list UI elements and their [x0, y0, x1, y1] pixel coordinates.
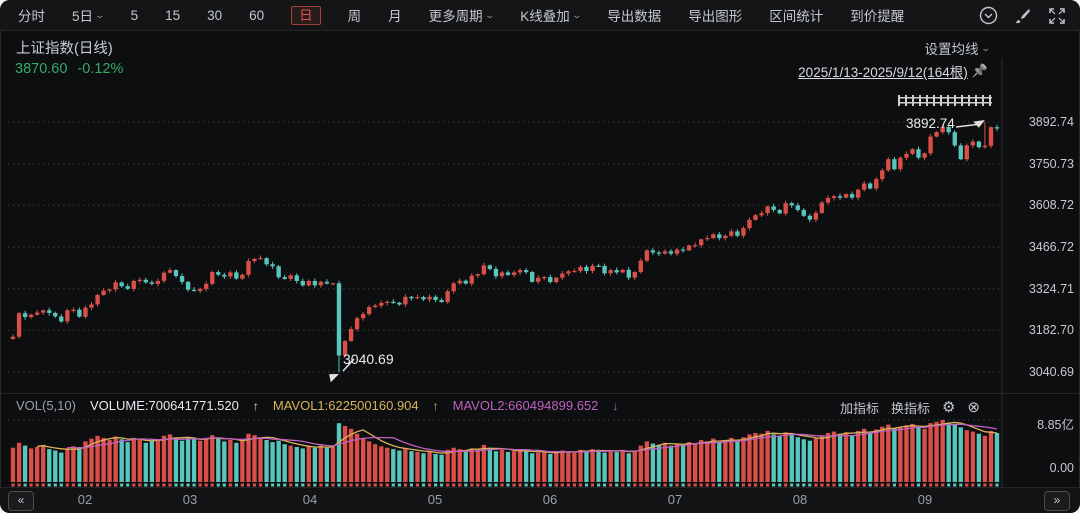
period-tab-月[interactable]: 月	[388, 9, 402, 24]
chevron-down-icon: ⌄	[94, 9, 106, 20]
ma-setting-button[interactable]: 设置均线 ⌄	[924, 38, 992, 58]
vol-indicator-name[interactable]: VOL(5,10)	[16, 398, 76, 413]
month-label-05: 05	[427, 492, 443, 507]
price-row: 3870.60 -0.12%	[15, 61, 123, 77]
period-tab-K线叠加[interactable]: K线叠加 ⌄	[520, 9, 582, 24]
period-tab-更多周期[interactable]: 更多周期 ⌄	[428, 9, 495, 24]
add-indicator-button[interactable]: 加指标	[839, 401, 879, 416]
toolbar: 分时 5日 ⌄ 5 15 30 60 日 周 月 更多周期 ⌄ K线叠加 ⌄ 导出数据 导出图形 区间统计 到价提…	[0, 0, 1080, 31]
price-axis-label: 3182.70	[1028, 323, 1074, 338]
date-range-row: 2025/1/13-2025/9/12(164根) 📌	[798, 61, 988, 81]
price-axis-label: 3040.69	[1028, 365, 1074, 379]
switch-indicator-button[interactable]: 换指标	[890, 401, 930, 416]
tally-marks-annotation	[898, 95, 992, 106]
period-tab-30[interactable]: 30	[207, 7, 223, 23]
period-tab-导出数据[interactable]: 导出数据	[607, 9, 662, 24]
volume-axis-max: 8.85亿	[1037, 418, 1074, 432]
mavol2-down-arrow-icon: ↓	[612, 398, 619, 413]
gear-icon[interactable]: ⚙	[941, 399, 956, 416]
period-tabs: 分时 5日 ⌄ 5 15 30 60 日 周 月 更多周期 ⌄ K线叠加 ⌄ 导出数据 导出图形 区间统计 到价提…	[18, 5, 931, 25]
instrument-title: 上证指数(日线)	[16, 41, 113, 57]
month-label-02: 02	[77, 492, 93, 507]
change-percent: -0.12%	[77, 61, 124, 77]
mavol1-up-arrow-icon: ↑	[432, 398, 439, 413]
volume-axis-min: 0.00	[1049, 461, 1074, 475]
ma-setting-label: 设置均线	[924, 42, 979, 57]
brush-icon[interactable]	[1014, 7, 1032, 25]
month-label-03: 03	[182, 492, 198, 507]
volume-indicator-header: VOL(5,10) VOLUME:700641771.520 ↑ MAVOL1:…	[16, 398, 618, 413]
pin-icon[interactable]: 📌	[971, 63, 988, 78]
month-label-07: 07	[667, 492, 683, 507]
scroll-right-button[interactable]: »	[1044, 491, 1070, 511]
volume-value: VOLUME:700641771.520	[89, 398, 239, 413]
period-tab-导出图形[interactable]: 导出图形	[688, 9, 743, 24]
month-label-09: 09	[917, 492, 933, 507]
last-price: 3870.60	[15, 61, 68, 77]
fullscreen-icon[interactable]	[1048, 7, 1066, 25]
pane-divider	[0, 393, 1080, 394]
period-tab-日[interactable]: 日	[291, 5, 321, 25]
period-tab-周[interactable]: 周	[347, 9, 362, 24]
scroll-left-button[interactable]: «	[8, 491, 34, 511]
mavol1-value: MAVOL1:622500160.904	[272, 398, 419, 413]
period-tab-区间统计[interactable]: 区间统计	[769, 9, 824, 24]
close-pane-icon[interactable]: ⊗	[967, 399, 980, 416]
month-label-04: 04	[302, 492, 318, 507]
price-axis-label: 3892.74	[1028, 115, 1074, 129]
month-label-08: 08	[792, 492, 808, 507]
chevron-down-icon: ⌄	[571, 9, 582, 20]
high-price-annotation: 3892.74	[906, 116, 955, 131]
period-tab-5日[interactable]: 5日 ⌄	[72, 9, 106, 24]
low-price-annotation: 3040.69	[343, 351, 394, 367]
volume-pane-tools: 加指标 换指标 ⚙ ⊗	[840, 398, 980, 417]
price-axis-label: 3466.72	[1028, 239, 1074, 254]
history-icon[interactable]	[979, 6, 998, 25]
chevron-down-icon: ⌄	[484, 9, 495, 20]
volume-up-arrow-icon: ↑	[252, 398, 259, 413]
period-tab-分时[interactable]: 分时	[18, 9, 45, 24]
date-range-link[interactable]: 2025/1/13-2025/9/12(164根)	[798, 65, 968, 80]
chevron-down-icon: ⌄	[980, 42, 992, 53]
mavol2-value: MAVOL2:660494899.652	[452, 398, 599, 413]
price-axis-label: 3750.73	[1028, 156, 1074, 171]
price-axis-label: 3608.72	[1028, 198, 1074, 213]
period-tab-到价提醒[interactable]: 到价提醒	[850, 9, 905, 24]
period-tab-15[interactable]: 15	[165, 7, 181, 23]
price-axis-label: 3324.71	[1028, 281, 1074, 296]
period-tab-60[interactable]: 60	[249, 7, 265, 23]
month-label-06: 06	[542, 492, 558, 507]
time-axis-bar	[0, 487, 1080, 513]
toolbar-icons	[979, 0, 1066, 31]
period-tab-5[interactable]: 5	[130, 7, 139, 23]
